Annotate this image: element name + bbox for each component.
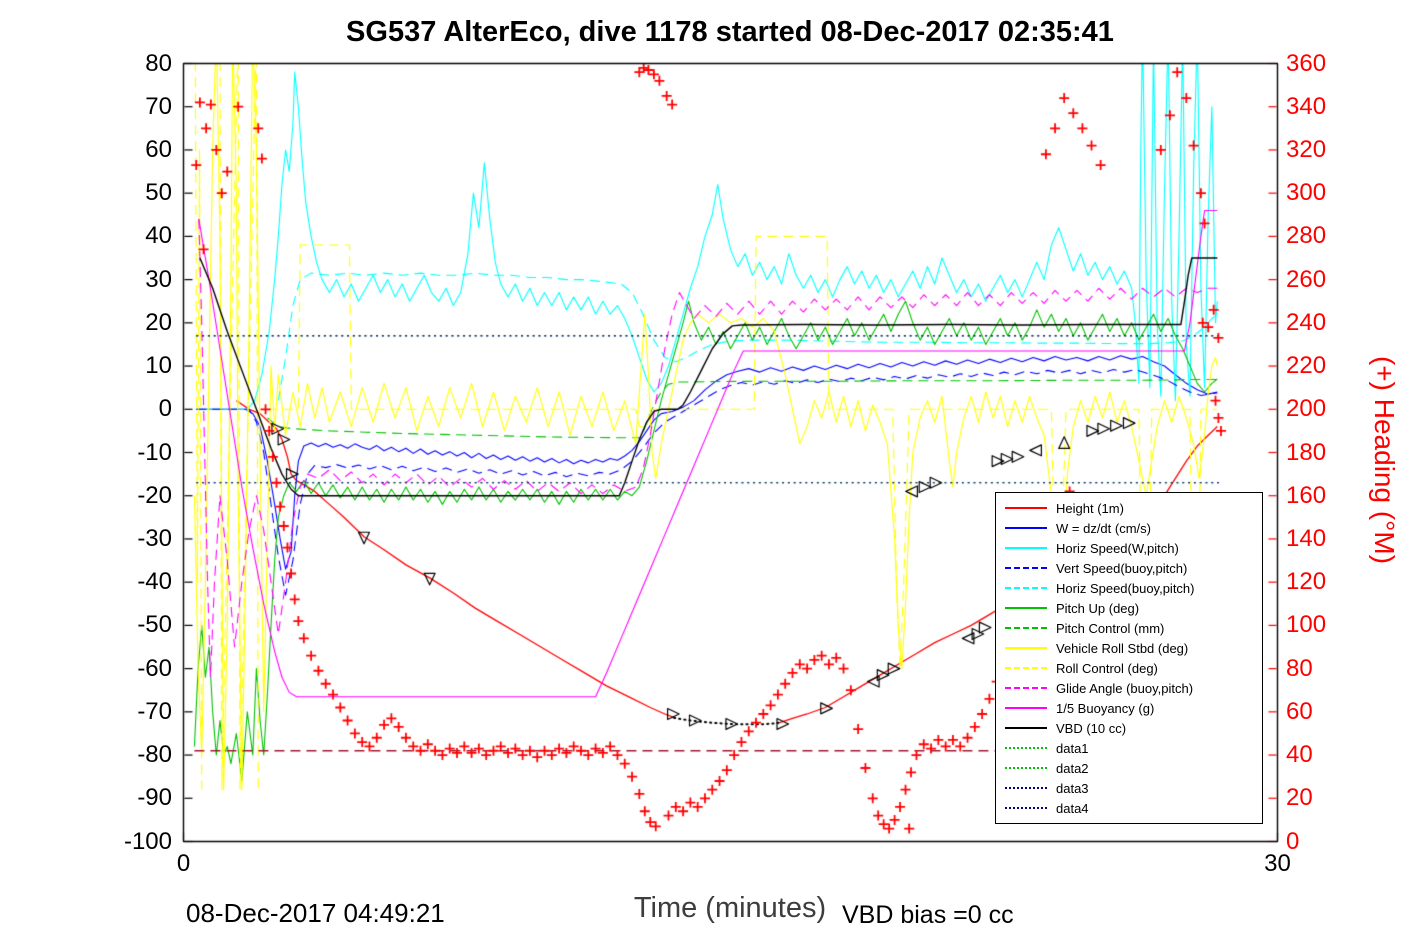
y-right-tick-label: 60 <box>1286 697 1313 725</box>
y-left-tick-label: -60 <box>137 654 172 682</box>
y-left-tick-label: -30 <box>137 524 172 552</box>
y-right-tick-label: 100 <box>1286 611 1327 639</box>
legend-label: data3 <box>1056 780 1089 796</box>
legend-swatch <box>1005 627 1047 629</box>
legend-item: Vert Speed(buoy,pitch) <box>1005 558 1262 578</box>
y-left-tick-label: -70 <box>137 697 172 725</box>
x-tick-label: 30 <box>1264 850 1291 877</box>
legend-label: Horiz Speed(buoy,pitch) <box>1056 580 1195 596</box>
legend-item: data1 <box>1005 738 1262 758</box>
y-left-tick-label: 20 <box>145 308 172 336</box>
legend-swatch <box>1005 547 1047 549</box>
legend-label: data1 <box>1056 740 1089 756</box>
legend-label: Height (1m) <box>1056 500 1124 516</box>
y-left-tick-label: -90 <box>137 784 172 812</box>
y-right-tick-label: 180 <box>1286 438 1327 466</box>
y-left-tick-label: 70 <box>145 92 172 120</box>
y-axis-left-tick-labels: 80 70 60 50 40 30 20 10 0 -10 -20 -30 -40 -50 -60 -70 -8… <box>58 0 172 945</box>
y-right-tick-label: 320 <box>1286 135 1327 163</box>
y-left-tick-label: -20 <box>137 481 172 509</box>
legend-swatch <box>1005 527 1047 529</box>
legend-item: data3 <box>1005 778 1262 798</box>
legend-item: Roll Control (deg) <box>1005 658 1262 678</box>
y-left-tick-label: 30 <box>145 265 172 293</box>
legend-swatch <box>1005 767 1047 769</box>
legend-swatch <box>1005 687 1047 689</box>
legend-label: Horiz Speed(W,pitch) <box>1056 540 1179 556</box>
y-left-tick-label: 40 <box>145 222 172 250</box>
legend-swatch <box>1005 647 1047 649</box>
legend-label: data4 <box>1056 800 1089 816</box>
legend-swatch <box>1005 607 1047 609</box>
legend-item: data2 <box>1005 758 1262 778</box>
legend-label: 1/5 Buoyancy (g) <box>1056 700 1155 716</box>
legend-item: VBD (10 cc) <box>1005 718 1262 738</box>
y-left-tick-label: 60 <box>145 135 172 163</box>
legend-label: Roll Control (deg) <box>1056 660 1158 676</box>
legend-item: Pitch Control (mm) <box>1005 618 1262 638</box>
y-right-tick-label: 280 <box>1286 222 1327 250</box>
y-left-tick-label: 10 <box>145 352 172 380</box>
y-left-tick-label: -80 <box>137 741 172 769</box>
legend-item: Vehicle Roll Stbd (deg) <box>1005 638 1262 658</box>
x-tick-label: 0 <box>176 850 191 877</box>
legend-swatch <box>1005 707 1047 709</box>
y-right-tick-label: 20 <box>1286 784 1313 812</box>
legend-swatch <box>1005 747 1047 749</box>
y-right-tick-label: 300 <box>1286 179 1327 207</box>
y-right-tick-label: 360 <box>1286 49 1327 77</box>
legend-item: 1/5 Buoyancy (g) <box>1005 698 1262 718</box>
legend-item: Pitch Up (deg) <box>1005 598 1262 618</box>
legend-label: Pitch Up (deg) <box>1056 600 1140 616</box>
y-right-tick-label: 120 <box>1286 568 1327 596</box>
legend-item: Height (1m) <box>1005 498 1262 518</box>
legend-item: data4 <box>1005 798 1262 818</box>
y-right-tick-label: 200 <box>1286 395 1327 423</box>
y-right-tick-label: 160 <box>1286 481 1327 509</box>
y-right-tick-label: 0 <box>1286 827 1300 855</box>
legend-swatch <box>1005 807 1047 809</box>
y-right-tick-label: 40 <box>1286 741 1313 769</box>
y-left-tick-label: -10 <box>137 438 172 466</box>
legend-label: W = dz/dt (cm/s) <box>1056 520 1151 536</box>
legend-swatch <box>1005 667 1047 669</box>
legend-swatch <box>1005 567 1047 569</box>
legend-swatch <box>1005 727 1047 729</box>
y-right-tick-label: 240 <box>1286 308 1327 336</box>
right-axis-title: (+) Heading (°M) <box>1369 355 1400 565</box>
legend-label: Vehicle Roll Stbd (deg) <box>1056 640 1189 656</box>
y-left-tick-label: -50 <box>137 611 172 639</box>
x-axis-title: Time (minutes) <box>633 892 827 924</box>
y-right-tick-label: 220 <box>1286 352 1327 380</box>
legend-item: Horiz Speed(W,pitch) <box>1005 538 1262 558</box>
y-left-tick-label: 80 <box>145 49 172 77</box>
legend-item: W = dz/dt (cm/s) <box>1005 518 1262 538</box>
legend: Height (1m) W = dz/dt (cm/s) Horiz Speed(W… <box>995 492 1263 824</box>
vbd-bias-note: VBD bias =0 cc <box>842 901 1014 929</box>
y-left-tick-label: 0 <box>158 395 172 423</box>
legend-label: Vert Speed(buoy,pitch) <box>1056 560 1188 576</box>
legend-label: VBD (10 cc) <box>1056 720 1127 736</box>
legend-swatch <box>1005 587 1047 589</box>
legend-swatch <box>1005 787 1047 789</box>
legend-item: Horiz Speed(buoy,pitch) <box>1005 578 1262 598</box>
y-left-tick-label: -40 <box>137 568 172 596</box>
start-fix-timestamp: 08-Dec-2017 04:49:21 <box>186 898 445 928</box>
y-right-tick-label: 260 <box>1286 265 1327 293</box>
legend-label: Glide Angle (buoy,pitch) <box>1056 680 1194 696</box>
y-left-tick-label: 50 <box>145 179 172 207</box>
legend-swatch <box>1005 507 1047 509</box>
y-right-tick-label: 80 <box>1286 654 1313 682</box>
y-right-tick-label: 340 <box>1286 92 1327 120</box>
legend-label: data2 <box>1056 760 1089 776</box>
y-right-tick-label: 140 <box>1286 524 1327 552</box>
legend-item: Glide Angle (buoy,pitch) <box>1005 678 1262 698</box>
y-left-tick-label: -100 <box>123 827 172 855</box>
y-axis-right-tick-labels: 360 340 320 300 280 260 240 220 200 180 160 140 120 1… <box>1286 0 1382 945</box>
legend-label: Pitch Control (mm) <box>1056 620 1165 636</box>
